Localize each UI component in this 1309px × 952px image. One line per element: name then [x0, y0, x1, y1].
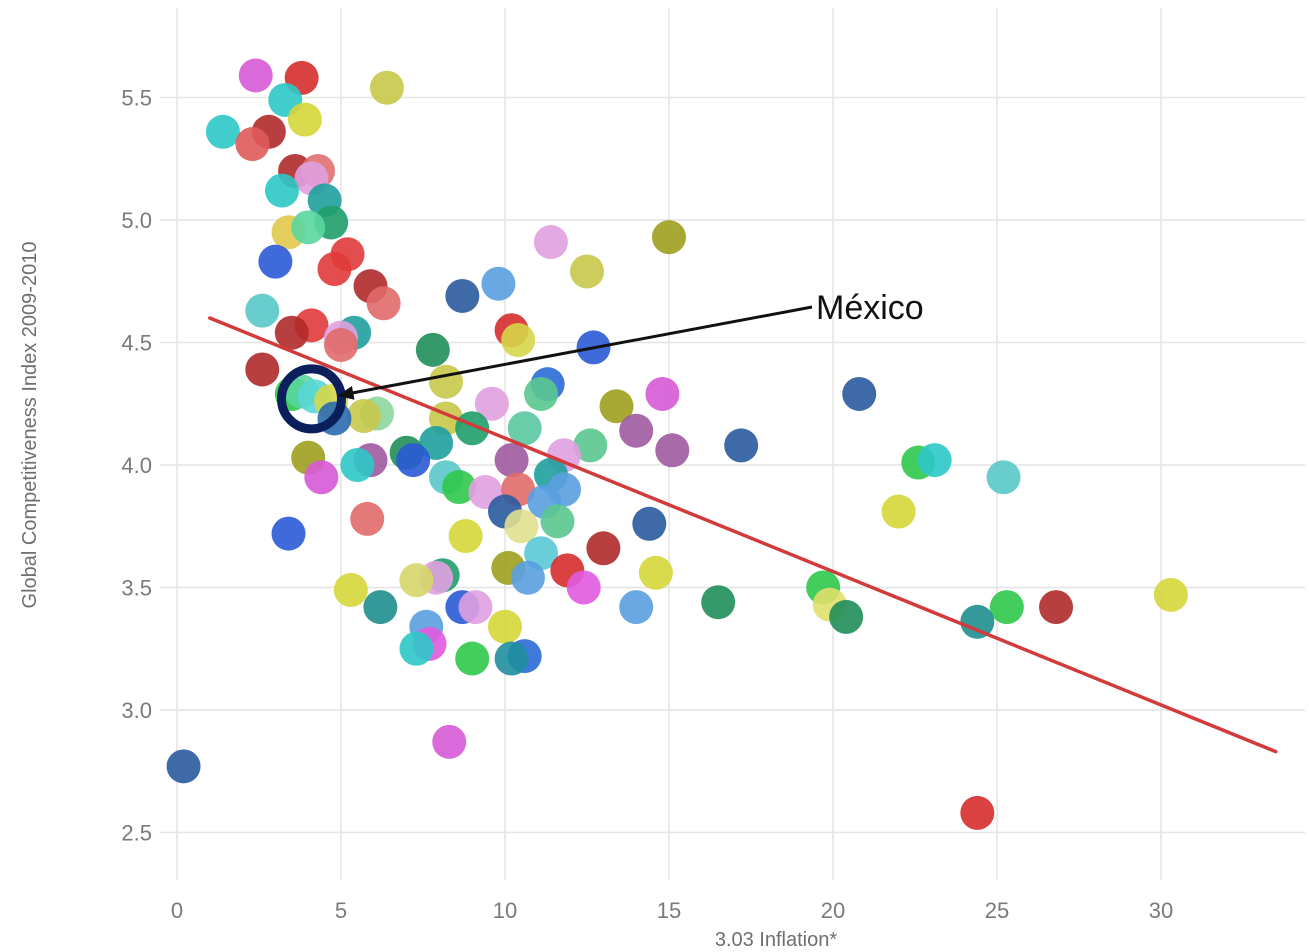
y-tick-label: 3.5 [121, 576, 152, 601]
x-tick-labels: 0 5 10 15 20 25 30 [171, 898, 1173, 923]
mexico-annotation-label: México [816, 289, 924, 327]
y-tick-label: 5.0 [121, 208, 152, 233]
data-point [474, 386, 509, 421]
data-point [415, 332, 450, 367]
data-point [917, 443, 952, 478]
x-tick-label: 25 [985, 898, 1009, 923]
data-point [724, 428, 759, 463]
data-point [428, 364, 463, 399]
data-point [494, 443, 529, 478]
data-point [652, 220, 686, 255]
x-tick-label: 5 [335, 898, 347, 923]
mexico-highlight-ring [276, 364, 346, 434]
data-point [350, 501, 385, 536]
data-point [829, 599, 864, 634]
data-point [986, 460, 1021, 495]
data-point [494, 641, 529, 676]
data-point [510, 560, 545, 595]
data-points [166, 58, 1188, 830]
data-point [399, 563, 434, 598]
data-point [205, 114, 240, 149]
data-point [989, 590, 1024, 625]
trend-line [208, 316, 1278, 754]
data-point [540, 504, 575, 539]
data-point [507, 411, 542, 446]
x-axis-label: 3.03 Inflation* [715, 929, 838, 951]
data-point [960, 604, 995, 639]
data-point [287, 102, 322, 137]
data-point [488, 609, 522, 644]
data-point [960, 795, 995, 830]
data-point [274, 315, 309, 350]
data-point [655, 433, 690, 468]
data-point [701, 585, 736, 620]
data-point [166, 749, 201, 784]
data-point [842, 376, 877, 411]
data-point [481, 266, 516, 301]
x-tick-label: 10 [493, 898, 517, 923]
data-point [586, 531, 621, 566]
y-tick-label: 3.0 [121, 698, 152, 723]
data-point [458, 590, 493, 625]
data-point [645, 376, 680, 411]
data-point [304, 460, 339, 495]
data-point [333, 572, 368, 607]
data-point [238, 58, 273, 93]
data-point [501, 323, 536, 358]
data-point [369, 70, 404, 105]
data-point [442, 470, 477, 505]
data-point [445, 278, 480, 313]
data-point [566, 570, 601, 605]
x-tick-label: 20 [821, 898, 845, 923]
data-point [271, 516, 306, 551]
data-point [638, 555, 673, 590]
x-tick-label: 15 [657, 898, 681, 923]
data-point [245, 352, 280, 387]
data-point [317, 252, 352, 286]
data-point [448, 519, 483, 554]
data-point [504, 509, 539, 544]
data-point [366, 286, 401, 321]
y-tick-label: 4.5 [121, 331, 152, 356]
arrowhead-icon [337, 386, 355, 400]
data-point [570, 254, 604, 289]
data-point [324, 327, 358, 362]
data-point [619, 413, 654, 448]
data-point [432, 724, 467, 759]
x-tick-label: 30 [1149, 898, 1173, 923]
data-point [235, 127, 270, 162]
data-point [524, 376, 559, 411]
data-point [399, 631, 434, 666]
y-axis-label: Global Competitiveness Index 2009-2010 [19, 242, 41, 609]
data-point [881, 494, 916, 529]
y-tick-label: 4.0 [121, 453, 152, 478]
data-point [1039, 590, 1074, 625]
data-point [258, 244, 293, 279]
mexico-annotation-arrow [347, 305, 813, 396]
data-point [346, 399, 381, 433]
data-point [619, 590, 654, 625]
y-tick-label: 2.5 [121, 821, 152, 846]
data-point [1153, 577, 1188, 612]
data-point [340, 448, 375, 482]
data-point [632, 506, 667, 541]
data-point [264, 173, 299, 208]
y-tick-label: 5.5 [121, 86, 152, 111]
data-point [455, 641, 490, 676]
data-point [599, 389, 634, 424]
data-point [573, 428, 608, 463]
data-point [291, 210, 326, 245]
x-tick-label: 0 [171, 898, 183, 923]
y-tick-labels: 2.5 3.0 3.5 4.0 4.5 5.0 5.5 [121, 86, 152, 846]
data-point [533, 225, 568, 260]
data-point [245, 293, 280, 328]
data-point [396, 443, 431, 478]
data-point [363, 590, 398, 625]
